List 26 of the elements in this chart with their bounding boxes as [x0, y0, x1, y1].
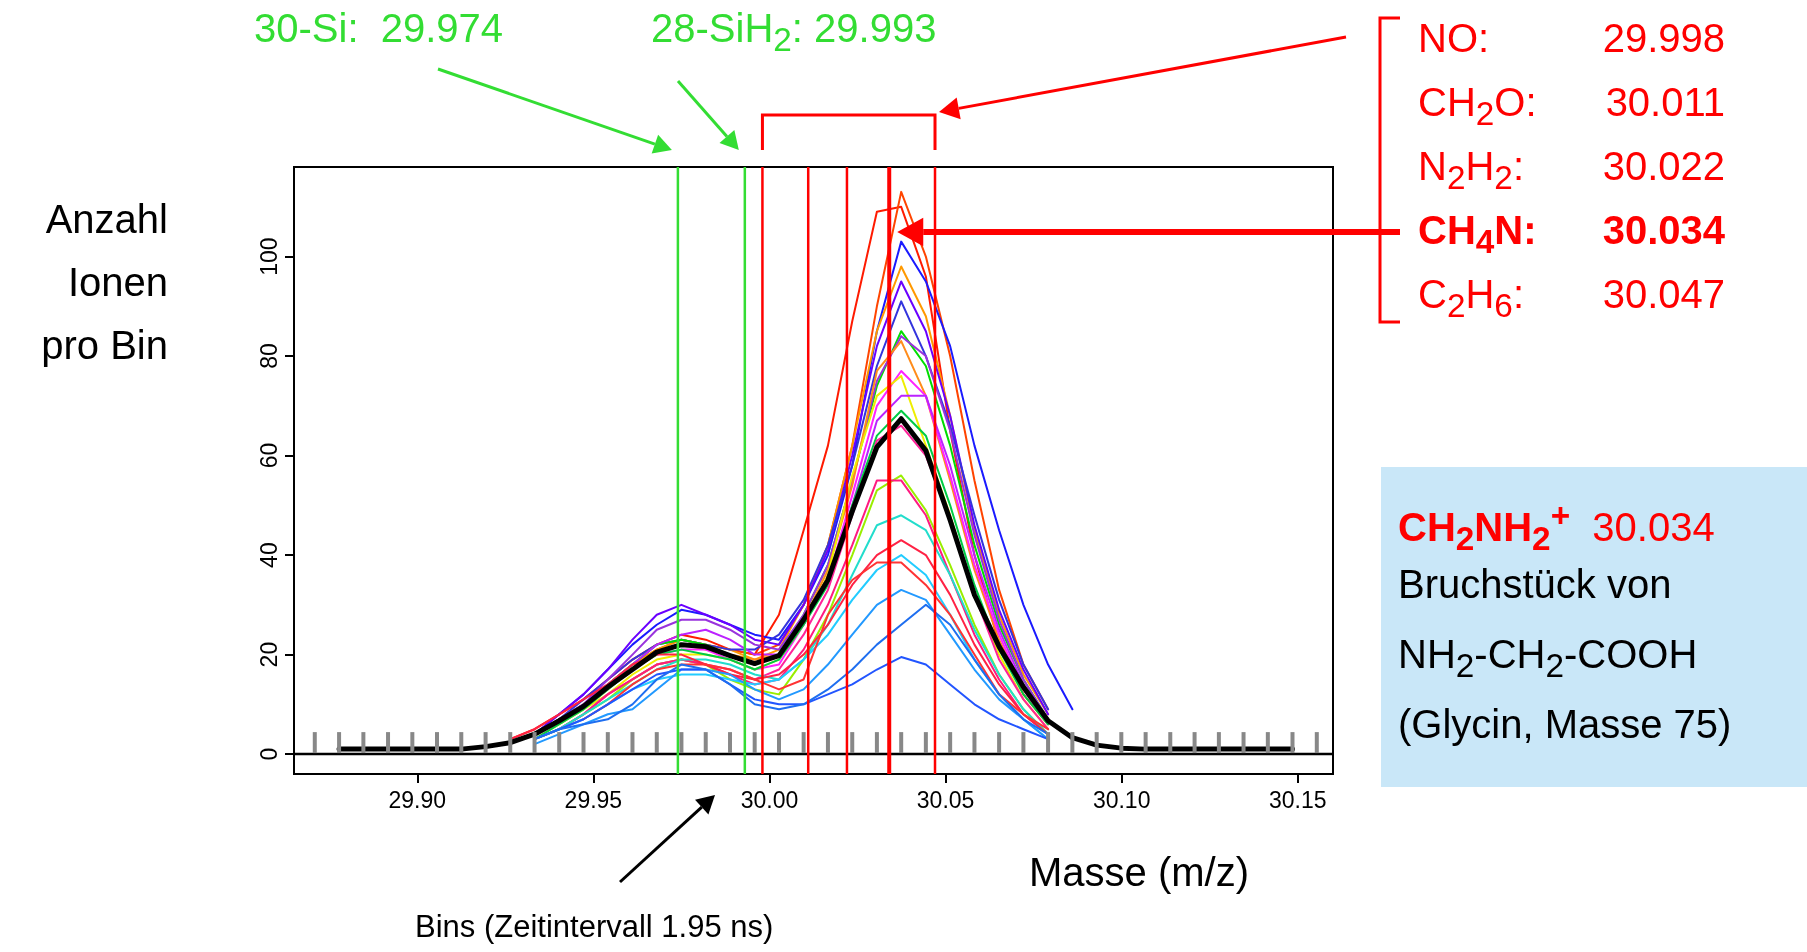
- text: C$_{2}$H$_{6}$: 30.047: [1418, 272, 1725, 324]
- text: Bins (Zeitintervall 1.95 ns): [415, 909, 774, 945]
- text: N$_{2}$H$_{2}$: 30.022: [1418, 144, 1725, 196]
- y-tick-label: 60: [255, 442, 282, 469]
- x-tick-label: 30.00: [740, 786, 799, 813]
- ref-line-label: 28-SiH$_{2}$: 29.993: [651, 6, 937, 59]
- x-tick-label: 29.95: [564, 786, 623, 813]
- x-tick-label: 30.05: [916, 786, 975, 813]
- text: NO: 29.998: [1418, 16, 1725, 60]
- y-axis-title: Anzahl Ionen pro Bin: [40, 196, 168, 369]
- y-tick-label: 0: [255, 747, 282, 761]
- text: Bruchstück von: [1398, 562, 1672, 606]
- x-tick-label: 30.15: [1269, 786, 1327, 813]
- y-tick-label: 80: [255, 343, 282, 369]
- y-tick-label: 40: [255, 542, 282, 568]
- x-tick-label: 30.10: [1092, 786, 1151, 813]
- x-axis-title: Masse (m/z): [1029, 850, 1249, 894]
- x-tick-label: 29.90: [388, 786, 447, 813]
- text: CH$_{2}$O: 30.011: [1418, 80, 1725, 132]
- y-tick-label: 20: [255, 641, 282, 668]
- ref-line-label: 30-Si: 29.974: [254, 6, 504, 50]
- y-tick-label: 100: [255, 237, 282, 276]
- text: CH$_{2}$NH$_{2}$$^{+}$ 30.034: [1398, 497, 1715, 558]
- text: (Glycin, Masse 75): [1398, 702, 1732, 746]
- text: NH$_{2}$-CH$_{2}$-COOH: [1398, 632, 1698, 685]
- text: CH$_{4}$N: 30.034: [1418, 208, 1725, 260]
